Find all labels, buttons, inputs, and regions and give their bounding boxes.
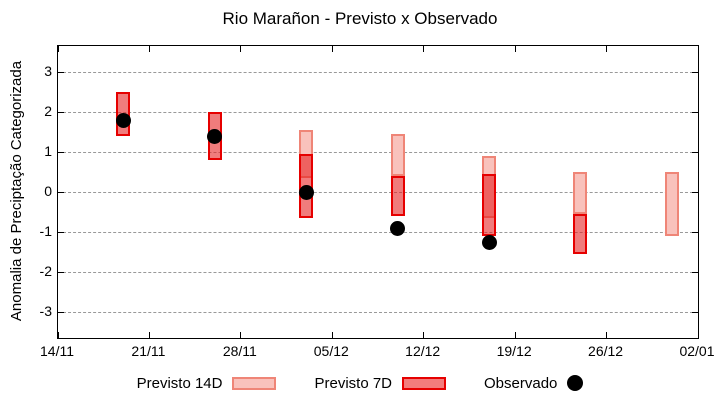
x-tick-top [331, 46, 333, 52]
x-tick-label: 12/12 [405, 343, 441, 359]
previsto-7d-bar [390, 176, 405, 216]
y-tick-right [692, 231, 698, 233]
gridline [58, 311, 698, 313]
y-tick-left [58, 111, 64, 113]
gridline [58, 191, 698, 193]
previsto-7d-bar [573, 214, 588, 254]
x-tick-bottom [606, 332, 608, 338]
y-tick-left [58, 271, 64, 273]
x-tick-bottom [148, 332, 150, 338]
previsto-14d-bar [390, 134, 405, 176]
x-tick-top [57, 46, 59, 52]
y-tick-right [692, 151, 698, 153]
gridline [58, 151, 698, 153]
y-tick-label: 0 [44, 183, 52, 199]
x-tick-label: 19/12 [496, 343, 532, 359]
previsto-14d-bar [664, 172, 679, 236]
previsto-14d-bar [573, 172, 588, 214]
observado-point [481, 234, 497, 250]
y-tick-left [58, 231, 64, 233]
y-tick-label: -2 [39, 263, 52, 279]
legend: Previsto 14D Previsto 7D Observado [0, 372, 720, 394]
legend-label-previsto-7d: Previsto 7D [314, 374, 393, 392]
previsto-7d-bar [482, 174, 497, 236]
y-tick-left [58, 191, 64, 193]
observado-point [115, 112, 131, 128]
gridline [58, 71, 698, 73]
y-tick-left [58, 311, 64, 313]
y-tick-right [692, 191, 698, 193]
legend-item-previsto-14d: Previsto 14D [137, 375, 277, 392]
legend-item-previsto-7d: Previsto 7D [314, 374, 447, 392]
y-tick-left [58, 151, 64, 153]
x-tick-top [240, 46, 242, 52]
observado-point [390, 220, 406, 236]
x-tick-label: 26/12 [588, 343, 624, 359]
gridline [58, 111, 698, 113]
observado-point [207, 128, 223, 144]
x-tick-label: 05/12 [313, 343, 349, 359]
chart-title: Rio Marañon - Previsto x Observado [222, 9, 498, 28]
legend-label-previsto-14d: Previsto 14D [136, 374, 223, 392]
y-tick-left [58, 71, 64, 73]
x-tick-bottom [697, 332, 699, 338]
x-tick-bottom [331, 332, 333, 338]
y-tick-right [692, 111, 698, 113]
x-tick-label: 02/01 [679, 343, 715, 359]
x-tick-top [606, 46, 608, 52]
legend-item-observado: Observado [484, 374, 584, 392]
x-tick-bottom [514, 332, 516, 338]
previsto-14d-swatch-icon [232, 376, 277, 390]
y-tick-right [692, 71, 698, 73]
x-tick-label: 21/11 [131, 343, 166, 359]
x-tick-bottom [57, 332, 59, 338]
y-tick-label: -1 [39, 223, 52, 239]
y-tick-label: 2 [44, 103, 52, 119]
observado-point [298, 184, 314, 200]
y-tick-label: 1 [44, 143, 52, 159]
x-tick-label: 28/11 [222, 343, 257, 359]
y-tick-right [692, 271, 698, 273]
observado-dot-icon [567, 375, 584, 391]
previsto-7d-swatch-icon [402, 376, 447, 390]
gridline [58, 271, 698, 273]
x-tick-bottom [240, 332, 242, 338]
x-tick-label: 14/11 [40, 343, 74, 359]
legend-label-observado: Observado [484, 374, 558, 392]
y-tick-label: 3 [44, 63, 52, 79]
y-tick-right [692, 311, 698, 313]
plot-area [57, 45, 699, 339]
x-tick-top [514, 46, 516, 52]
x-tick-top [423, 46, 425, 52]
x-tick-top [148, 46, 150, 52]
y-tick-label: -3 [39, 303, 52, 319]
x-axis-tick-labels: 14/11 21/11 28/11 05/12 12/12 19/12 26/12 02/01 [0, 343, 720, 361]
x-tick-top [697, 46, 699, 52]
gridline [58, 231, 698, 233]
y-axis-tick-labels: 3 2 1 0 -1 -2 -3 [8, 0, 52, 400]
x-tick-bottom [423, 332, 425, 338]
